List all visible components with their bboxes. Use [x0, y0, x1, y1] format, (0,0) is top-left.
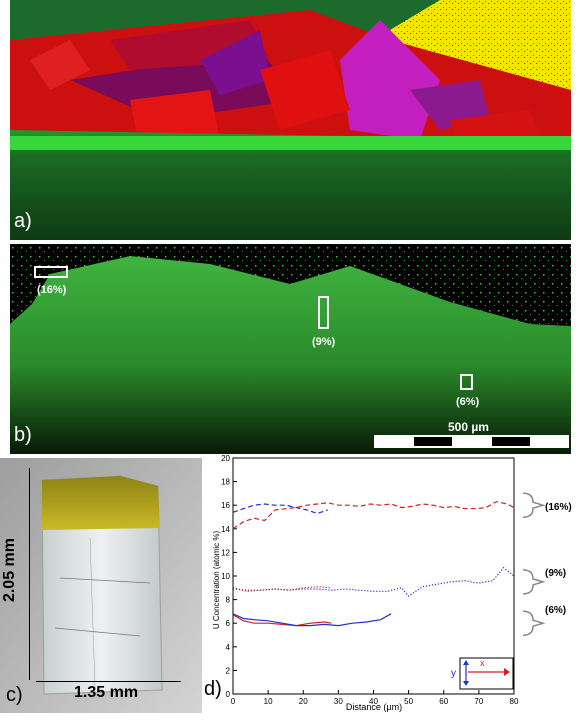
series-line-2: [232, 566, 515, 597]
panel-c-photo: 2.05 mm 1.35 mm c): [0, 458, 202, 713]
y-tick-label: 12: [221, 548, 230, 557]
height-arrow: [29, 468, 30, 680]
inset-x-arrowhead: [504, 668, 510, 676]
panel-a-label: a): [14, 210, 32, 232]
ann-16-label: (16%): [545, 502, 572, 513]
series-line-1: [232, 503, 328, 515]
panel-c-label: c): [6, 684, 23, 706]
brace-9: [522, 569, 546, 595]
y-tick-label: 14: [221, 525, 230, 534]
scale-bar: [374, 435, 569, 448]
crystal-illustration: [0, 458, 202, 713]
region-box-16: [34, 266, 68, 278]
x-tick-label: 0: [231, 697, 236, 706]
region-label-6: (6%): [456, 396, 480, 408]
inset-y-label: y: [451, 668, 456, 679]
x-tick-label: 70: [474, 697, 483, 706]
x-tick-label: 60: [439, 697, 448, 706]
x-tick-label: 20: [299, 697, 308, 706]
y-tick-label: 2: [226, 666, 231, 675]
inset-y-arrowhead-down: [463, 681, 469, 686]
x-tick-label: 80: [510, 697, 519, 706]
panel-b-map: [10, 244, 571, 454]
y-axis-title: U Concentration (atomic %): [212, 531, 221, 630]
y-tick-label: 10: [221, 572, 230, 581]
panel-a-image: [10, 0, 571, 240]
series-line-4: [232, 614, 332, 627]
width-label: 1.35 mm: [74, 684, 139, 701]
width-arrow: [36, 681, 181, 682]
x-tick-label: 50: [404, 697, 413, 706]
region-label-16: (16%): [37, 284, 67, 296]
height-label: 2.05 mm: [1, 537, 18, 603]
y-tick-label: 18: [221, 478, 230, 487]
y-tick-label: 0: [226, 690, 231, 699]
inset-y-arrowhead-up: [463, 660, 469, 665]
series-line-5: [232, 613, 392, 627]
brace-6: [522, 610, 546, 636]
panel-b-label: b): [14, 424, 32, 446]
region-label-9: (9%): [312, 336, 336, 348]
y-tick-label: 4: [226, 643, 231, 652]
x-tick-label: 10: [264, 697, 273, 706]
x-tick-label: 30: [334, 697, 343, 706]
x-tick-label: 40: [369, 697, 378, 706]
panel-b-image: [10, 244, 571, 454]
scale-bar-label: 500 µm: [448, 420, 489, 434]
scale-bar-segment: [414, 437, 452, 446]
inset-diagram: x y: [451, 657, 514, 690]
y-tick-label: 8: [226, 596, 231, 605]
brace-16: [522, 492, 546, 518]
chart-svg: 0 10 20 30 40 50 60 70 80 0 2 4 6 8 10 12 14 16 18 20 Dista…: [212, 454, 572, 712]
scale-bar-segment: [492, 437, 530, 446]
region-box-6: [460, 374, 473, 390]
ann-6-label: (6%): [545, 605, 566, 616]
ann-9-label: (9%): [545, 568, 566, 579]
panel-a-map: [10, 0, 571, 240]
y-tick-label: 6: [226, 619, 231, 628]
y-tick-label: 16: [221, 501, 230, 510]
y-tick-label: 20: [221, 454, 230, 463]
panel-d-chart: 0 10 20 30 40 50 60 70 80 0 2 4 6 8 10 12 14 16 18 20 Dista…: [204, 452, 581, 718]
region-box-9: [318, 296, 329, 329]
panel-d-label: d): [204, 678, 222, 700]
inset-x-label: x: [480, 658, 485, 668]
x-axis-title: Distance (µm): [346, 702, 402, 712]
